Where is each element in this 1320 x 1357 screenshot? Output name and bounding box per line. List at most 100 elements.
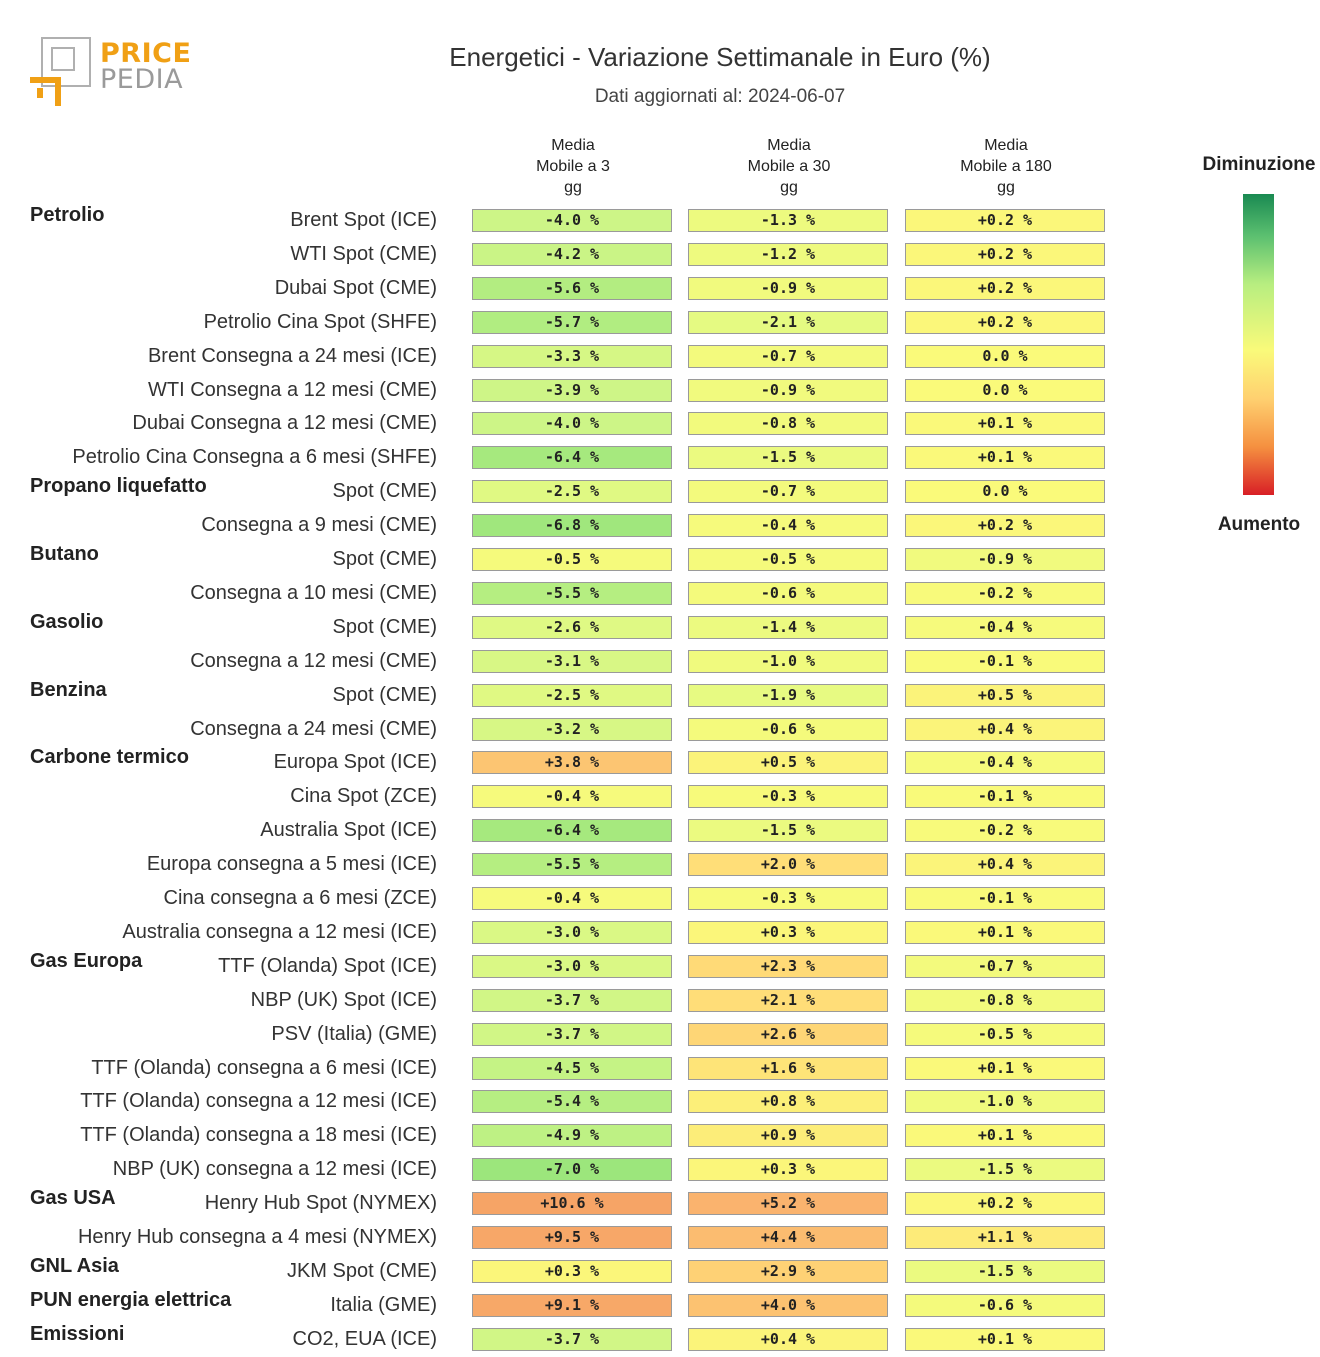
group-label: Emissioni — [30, 1322, 125, 1345]
heatmap-cell: +0.1 % — [905, 920, 1105, 944]
heatmap-cell: -0.6 % — [688, 581, 888, 605]
heatmap-cell: -1.2 % — [688, 242, 888, 266]
logo-pedia-text: PEDIA — [100, 64, 184, 95]
row-label: Cina consegna a 6 mesi (ZCE) — [163, 887, 437, 909]
heatmap-cell: -5.5 % — [472, 581, 672, 605]
heatmap-cell: +0.4 % — [905, 853, 1105, 877]
row-label: WTI Consegna a 12 mesi (CME) — [148, 378, 437, 401]
heatmap-cell: -3.0 % — [472, 954, 672, 978]
heatmap-cell: -0.4 % — [688, 514, 888, 538]
heatmap-cell: -1.0 % — [905, 1090, 1105, 1114]
heatmap-cell: -0.3 % — [688, 785, 888, 809]
heatmap-cell: +3.8 % — [472, 751, 672, 775]
heatmap-cell: -1.9 % — [688, 683, 888, 707]
heatmap-cell: -0.7 % — [688, 480, 888, 504]
heatmap-cell: -4.0 % — [472, 412, 672, 436]
heatmap-cell: -0.1 % — [905, 649, 1105, 673]
row-label: Italia (GME) — [330, 1293, 437, 1316]
heatmap-cell: -5.4 % — [472, 1090, 672, 1114]
chart-title: Energetici - Variazione Settimanale in E… — [449, 42, 991, 72]
legend-bottom-label: Aumento — [1217, 514, 1301, 535]
heatmap-cell: -1.5 % — [688, 819, 888, 843]
heatmap-cell: -2.5 % — [472, 683, 672, 707]
heatmap-cell: -0.4 % — [905, 615, 1105, 639]
group-label: Propano liquefatto — [30, 475, 207, 498]
row-label: Australia consegna a 12 mesi (ICE) — [122, 920, 437, 943]
row-label: Spot (CME) — [332, 615, 437, 638]
heatmap-cell: -3.1 % — [472, 649, 672, 673]
heatmap-cell: -0.9 % — [905, 548, 1105, 571]
heatmap-cell: -5.6 % — [472, 276, 672, 300]
heatmap-cell: 0.0 % — [905, 344, 1105, 368]
heatmap-cell: -0.5 % — [472, 548, 672, 571]
heatmap-cell: -0.4 % — [472, 887, 672, 910]
row-label: Brent Consegna a 24 mesi (ICE) — [147, 344, 437, 367]
row-label: Spot (CME) — [332, 683, 437, 706]
heatmap-cell: -0.5 % — [688, 548, 888, 571]
heatmap-cell: +0.3 % — [688, 920, 888, 944]
heatmap-cell: -0.4 % — [905, 751, 1105, 775]
heatmap-cell: -0.7 % — [688, 344, 888, 368]
heatmap-cell: +0.2 % — [905, 514, 1105, 538]
heatmap-cell: -7.0 % — [472, 1158, 672, 1182]
heatmap-cell: -0.2 % — [905, 819, 1105, 843]
heatmap-cell: +2.3 % — [688, 954, 888, 978]
row-label: NBP (UK) consegna a 12 mesi (ICE) — [112, 1158, 437, 1181]
heatmap-cell: -5.5 % — [472, 853, 672, 877]
heatmap-cell: -4.5 % — [472, 1056, 672, 1080]
column-header-3: Media Mobile a 180 gg — [960, 137, 1052, 196]
chart-subtitle: Dati aggiornati al: 2024-06-07 — [594, 86, 846, 107]
heatmap-cell: -3.9 % — [472, 378, 672, 402]
heatmap-cell: -1.0 % — [688, 649, 888, 673]
heatmap-cell: +0.2 % — [905, 310, 1105, 334]
row-label: Europa consegna a 5 mesi (ICE) — [146, 853, 437, 876]
group-label: Butano — [30, 543, 99, 565]
heatmap-cell: +5.2 % — [688, 1192, 888, 1216]
group-label: Petrolio — [30, 204, 105, 226]
row-label: Henry Hub consegna a 4 mesi (NYMEX) — [77, 1226, 437, 1248]
heatmap-cell: +10.6 % — [472, 1192, 672, 1216]
heatmap-cell: +2.9 % — [688, 1259, 888, 1283]
heatmap-cell: +0.2 % — [905, 1192, 1105, 1216]
row-label: Dubai Consegna a 12 mesi (CME) — [132, 412, 437, 435]
row-label: TTF (Olanda) Spot (ICE) — [218, 954, 437, 977]
heatmap-cell: -0.2 % — [905, 581, 1105, 605]
heatmap-cell: -4.2 % — [472, 242, 672, 266]
heatmap-cell: -3.2 % — [472, 717, 672, 741]
group-label: Gasolio — [30, 610, 104, 633]
row-label: NBP (UK) Spot (ICE) — [250, 988, 437, 1011]
heatmap-cell: -1.5 % — [905, 1158, 1105, 1182]
heatmap-cell: -2.1 % — [688, 310, 888, 334]
heatmap-cell: -0.9 % — [688, 276, 888, 300]
heatmap-cell: -1.5 % — [688, 446, 888, 470]
heatmap-cell: +0.1 % — [905, 412, 1105, 436]
heatmap-cell: -0.8 % — [905, 988, 1105, 1012]
heatmap-cell: +0.1 % — [905, 1124, 1105, 1148]
column-header-2: Media Mobile a 30 gg — [747, 137, 831, 196]
row-label: CO2, EUA (ICE) — [292, 1327, 437, 1350]
heatmap-cell: +0.4 % — [688, 1327, 888, 1351]
heatmap-cell: +1.1 % — [905, 1226, 1105, 1249]
heatmap-cell: +2.1 % — [688, 988, 888, 1012]
heatmap-cell: -0.1 % — [905, 887, 1105, 910]
row-label: WTI Spot (CME) — [290, 242, 437, 265]
heatmap-cell: -0.4 % — [472, 785, 672, 809]
group-label: Gas USA — [30, 1187, 116, 1210]
heatmap-cell: 0.0 % — [905, 480, 1105, 504]
heatmap-cell: +9.5 % — [472, 1226, 672, 1249]
heatmap-cell: +0.5 % — [905, 683, 1105, 707]
heatmap-cell: +0.2 % — [905, 276, 1105, 300]
heatmap-cell: -1.4 % — [688, 615, 888, 639]
heatmap-cell: 0.0 % — [905, 378, 1105, 402]
heatmap-cell: -3.7 % — [472, 1022, 672, 1046]
heatmap-cell: +0.9 % — [688, 1124, 888, 1148]
heatmap-cell: +0.3 % — [688, 1158, 888, 1182]
heatmap-cell: -0.5 % — [905, 1022, 1105, 1046]
row-label: Spot (CME) — [332, 480, 437, 503]
heatmap-cell: -0.1 % — [905, 785, 1105, 809]
heatmap-cell: +0.1 % — [905, 1056, 1105, 1080]
heatmap-cell: -1.5 % — [905, 1259, 1105, 1283]
heatmap-cell: -4.0 % — [472, 209, 672, 232]
logo-price-text: PRICE — [100, 38, 192, 69]
row-label: Henry Hub Spot (NYMEX) — [204, 1192, 437, 1215]
